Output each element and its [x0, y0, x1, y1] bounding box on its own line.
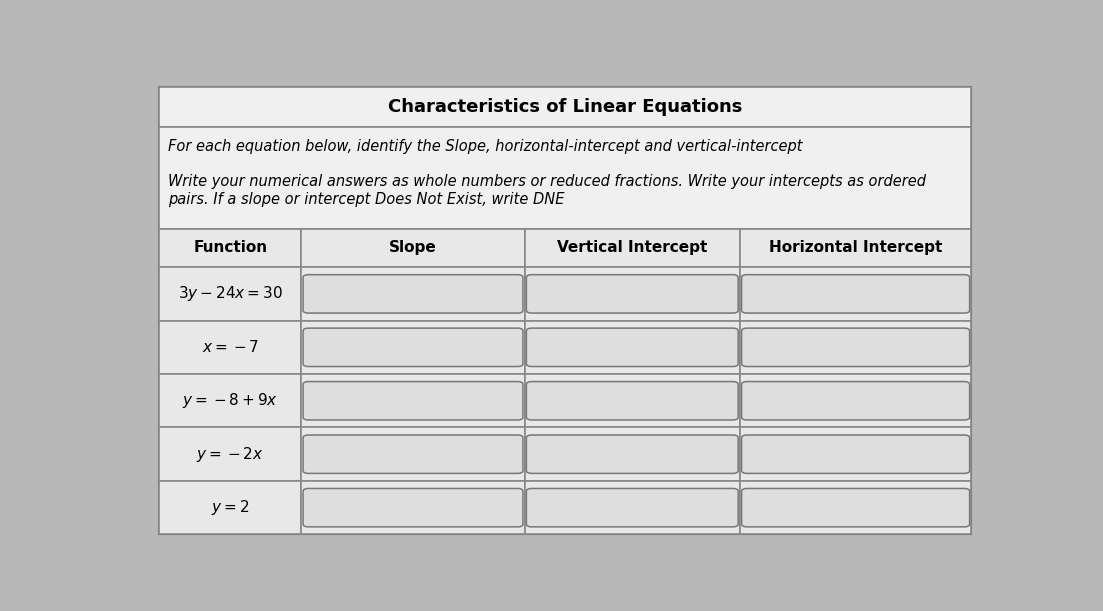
- FancyBboxPatch shape: [741, 382, 970, 420]
- FancyBboxPatch shape: [526, 435, 738, 474]
- FancyBboxPatch shape: [303, 488, 523, 527]
- FancyBboxPatch shape: [526, 328, 738, 367]
- Text: Write your numerical answers as whole numbers or reduced fractions. Write your i: Write your numerical answers as whole nu…: [168, 175, 925, 207]
- Bar: [301, 267, 525, 321]
- Bar: [740, 267, 972, 321]
- Text: $y = -2x$: $y = -2x$: [196, 445, 264, 464]
- Bar: [525, 229, 740, 267]
- Bar: [740, 321, 972, 374]
- Bar: [740, 374, 972, 428]
- Bar: [159, 428, 301, 481]
- Bar: [301, 374, 525, 428]
- Text: For each equation below, identify the Slope, horizontal-intercept and vertical-i: For each equation below, identify the Sl…: [168, 139, 802, 154]
- Bar: [159, 374, 301, 428]
- Bar: [159, 481, 301, 535]
- Bar: [525, 428, 740, 481]
- Bar: [159, 321, 301, 374]
- Text: Characteristics of Linear Equations: Characteristics of Linear Equations: [388, 98, 742, 117]
- Text: $y = -8 + 9x$: $y = -8 + 9x$: [182, 391, 278, 410]
- Bar: [159, 229, 301, 267]
- Bar: [301, 321, 525, 374]
- Text: Function: Function: [193, 240, 267, 255]
- FancyBboxPatch shape: [303, 328, 523, 367]
- FancyBboxPatch shape: [526, 488, 738, 527]
- Text: Vertical Intercept: Vertical Intercept: [557, 240, 707, 255]
- FancyBboxPatch shape: [526, 275, 738, 313]
- Text: Horizontal Intercept: Horizontal Intercept: [769, 240, 942, 255]
- FancyBboxPatch shape: [741, 328, 970, 367]
- Text: $3y - 24x = 30$: $3y - 24x = 30$: [178, 284, 282, 304]
- FancyBboxPatch shape: [741, 275, 970, 313]
- FancyBboxPatch shape: [303, 382, 523, 420]
- Bar: [159, 87, 972, 128]
- Bar: [525, 267, 740, 321]
- Bar: [525, 374, 740, 428]
- FancyBboxPatch shape: [303, 275, 523, 313]
- Text: Slope: Slope: [389, 240, 437, 255]
- Bar: [159, 267, 301, 321]
- Bar: [301, 481, 525, 535]
- Bar: [159, 128, 972, 229]
- Text: $x = -7$: $x = -7$: [202, 339, 259, 356]
- Bar: [525, 481, 740, 535]
- Bar: [740, 428, 972, 481]
- FancyBboxPatch shape: [303, 435, 523, 474]
- Bar: [301, 428, 525, 481]
- Bar: [740, 481, 972, 535]
- Text: $y = 2$: $y = 2$: [211, 498, 249, 517]
- Bar: [301, 229, 525, 267]
- FancyBboxPatch shape: [526, 382, 738, 420]
- FancyBboxPatch shape: [741, 435, 970, 474]
- Bar: [525, 321, 740, 374]
- FancyBboxPatch shape: [741, 488, 970, 527]
- Bar: [740, 229, 972, 267]
